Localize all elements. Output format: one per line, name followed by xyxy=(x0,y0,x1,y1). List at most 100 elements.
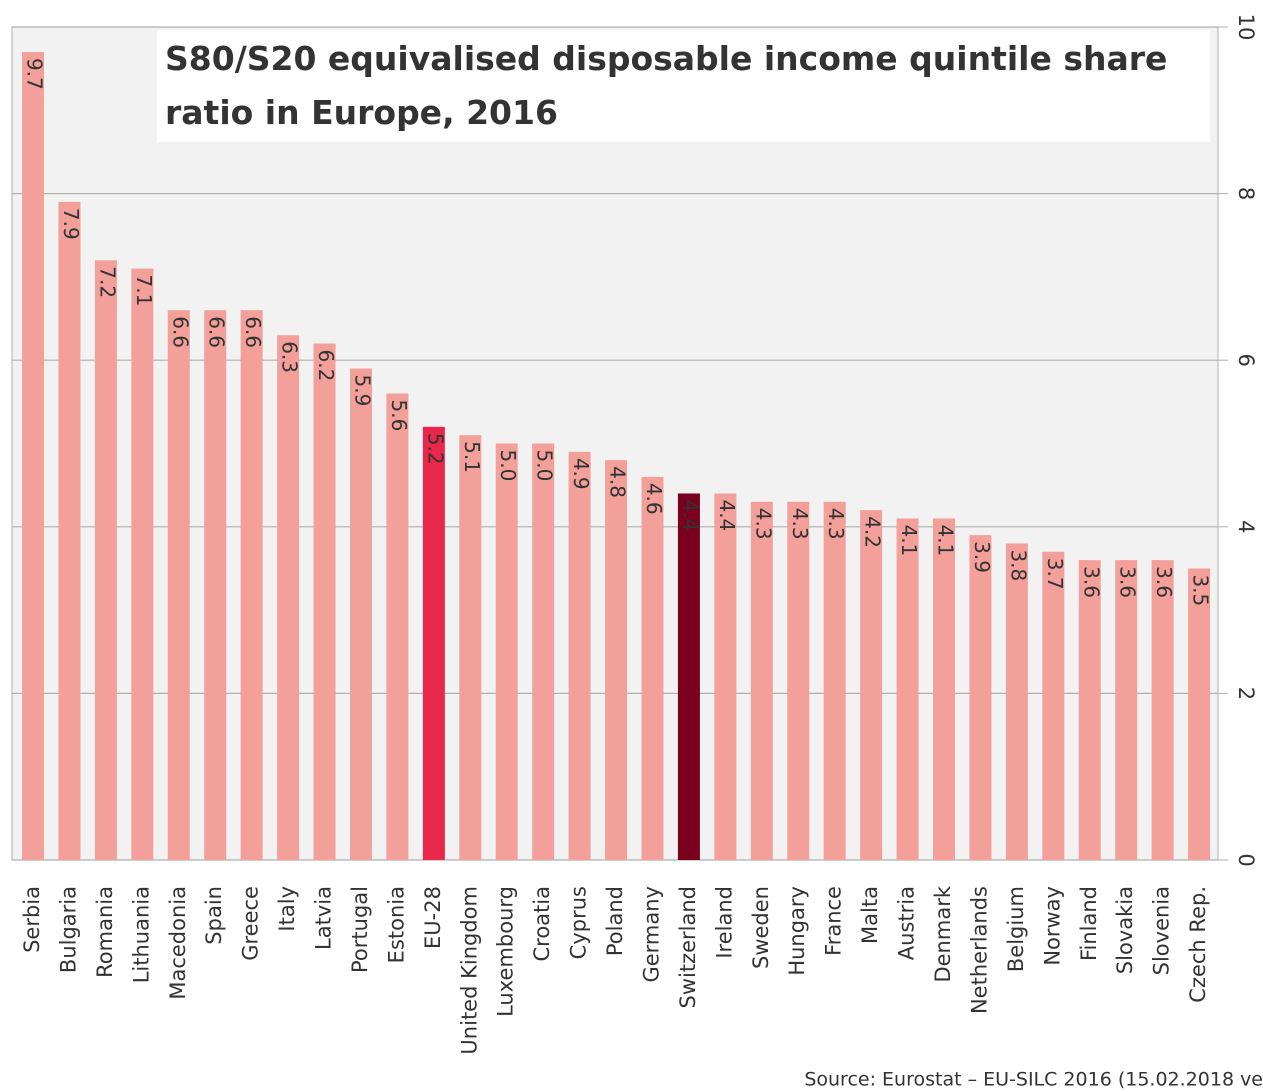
bar xyxy=(277,335,300,861)
x-tick-label: Malta xyxy=(858,886,882,944)
bar xyxy=(459,435,482,860)
value-label: 6.6 xyxy=(168,316,192,348)
x-tick-label: Cyprus xyxy=(567,886,591,959)
bar xyxy=(313,343,336,860)
bar xyxy=(969,535,992,860)
x-tick-label: Switzerland xyxy=(676,886,700,1009)
bar xyxy=(1042,551,1065,860)
value-label: 5.0 xyxy=(533,450,557,482)
x-tick-label: Portugal xyxy=(348,886,372,973)
y-tick-label: 8 xyxy=(1234,187,1258,200)
x-tick-label: Norway xyxy=(1040,886,1064,966)
x-tick-label: Denmark xyxy=(931,885,955,982)
value-label: 6.6 xyxy=(205,316,229,348)
bar xyxy=(933,518,956,860)
bar xyxy=(1151,560,1174,860)
x-tick-label: Spain xyxy=(202,886,226,945)
bar xyxy=(860,510,883,860)
x-tick-label: Ireland xyxy=(712,886,736,959)
chart-title: S80/S20 equivalised disposable income qu… xyxy=(165,39,1167,132)
x-tick-label: Croatia xyxy=(530,886,554,962)
bar xyxy=(349,368,372,860)
x-tick-label: Netherlands xyxy=(967,886,991,1014)
x-tick-label: Serbia xyxy=(20,886,44,953)
value-label: 5.6 xyxy=(387,400,411,432)
bar xyxy=(787,501,810,860)
y-tick-label: 6 xyxy=(1234,354,1258,367)
x-tick-label: Greece xyxy=(239,886,263,961)
x-tick-label: Bulgaria xyxy=(56,886,80,973)
bar xyxy=(714,493,737,860)
value-label: 4.1 xyxy=(897,524,921,556)
value-label: 5.1 xyxy=(460,441,484,473)
bar xyxy=(605,460,628,860)
value-label: 7.9 xyxy=(59,208,83,240)
x-tick-label: Italy xyxy=(275,886,299,932)
value-label: 4.4 xyxy=(678,499,702,531)
x-tick-label: France xyxy=(822,886,846,956)
value-label: 4.1 xyxy=(934,524,958,556)
source: Source: Eurostat – EU-SILC 2016 (15.02.2… xyxy=(804,1069,1263,1091)
x-tick-label: Macedonia xyxy=(166,886,190,1000)
value-label: 3.9 xyxy=(970,541,994,573)
value-label: 6.2 xyxy=(314,350,338,382)
y-tick-label: 2 xyxy=(1234,687,1258,700)
value-label: 4.9 xyxy=(569,458,593,490)
x-tick-label: Austria xyxy=(895,886,919,960)
value-label: 3.6 xyxy=(1079,566,1103,598)
bar xyxy=(1005,543,1028,860)
y-tick-label: 10 xyxy=(1234,14,1258,41)
x-tick-label: Germany xyxy=(639,886,663,983)
bar xyxy=(22,51,45,861)
y-tick-label: 4 xyxy=(1234,520,1258,533)
value-label: 3.7 xyxy=(1043,558,1067,590)
x-tick-label: Slovenia xyxy=(1150,886,1174,975)
value-label: 4.3 xyxy=(788,508,812,540)
bar xyxy=(1078,560,1101,860)
x-tick-label: Finland xyxy=(1077,886,1101,961)
value-label: 3.6 xyxy=(1116,566,1140,598)
x-tick-label: Romania xyxy=(93,886,117,978)
title-box xyxy=(157,30,1210,142)
value-label: 5.9 xyxy=(350,375,374,407)
bar xyxy=(240,310,263,861)
value-label: 6.3 xyxy=(278,341,302,373)
x-tick-label: Sweden xyxy=(749,886,773,969)
bar xyxy=(94,260,117,860)
value-label: 4.3 xyxy=(824,508,848,540)
bar xyxy=(532,443,555,860)
value-label: 4.4 xyxy=(715,499,739,531)
bar xyxy=(896,518,919,860)
value-label: 4.3 xyxy=(751,508,775,540)
bar xyxy=(422,426,445,860)
x-tick-label: Poland xyxy=(603,886,627,956)
x-tick-label: Czech Rep. xyxy=(1186,886,1210,1003)
x-tick-label: EU-28 xyxy=(421,886,445,949)
x-tick-label: Latvia xyxy=(312,886,336,950)
bar xyxy=(386,393,409,860)
bar xyxy=(495,443,518,860)
value-label: 7.2 xyxy=(95,266,119,298)
x-tick-label: Belgium xyxy=(1004,886,1028,972)
y-tick-label: 0 xyxy=(1234,853,1258,866)
x-tick-label: Estonia xyxy=(384,886,408,963)
bar xyxy=(58,201,81,860)
value-label: 4.6 xyxy=(642,483,666,515)
x-tick-label: Luxembourg xyxy=(494,886,518,1017)
bar xyxy=(677,493,700,860)
value-label: 6.6 xyxy=(241,316,265,348)
value-label: 3.5 xyxy=(1189,574,1213,606)
value-label: 9.7 xyxy=(23,58,47,90)
x-tick-label: United Kingdom xyxy=(457,886,481,1055)
x-tick-label: Hungary xyxy=(785,886,809,976)
bar xyxy=(823,501,846,860)
value-label: 5.2 xyxy=(423,433,447,465)
value-label: 4.2 xyxy=(861,516,885,548)
value-label: 5.0 xyxy=(496,450,520,482)
value-label: 7.1 xyxy=(132,275,156,307)
bar xyxy=(1188,568,1211,860)
bar xyxy=(131,268,154,860)
bar xyxy=(641,476,664,860)
bar xyxy=(167,310,190,861)
